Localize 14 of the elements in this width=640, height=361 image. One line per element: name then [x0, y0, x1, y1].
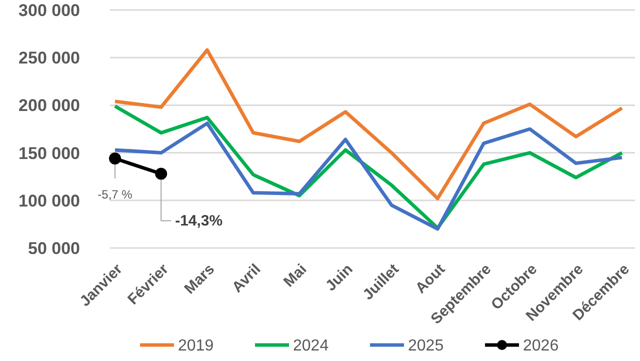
x-tick-label: Juin	[322, 260, 356, 295]
legend-label: 2019	[178, 338, 214, 355]
annotation: -14,3%	[175, 212, 223, 230]
y-tick-label: 250 000	[18, 48, 80, 68]
annotation: -5,7 %	[98, 188, 133, 202]
legend-label: 2025	[408, 338, 444, 355]
y-tick-label: 50 000	[28, 238, 80, 258]
y-tick-label: 300 000	[18, 0, 80, 20]
x-tick-label: Mai	[280, 260, 310, 291]
y-tick-label: 150 000	[18, 144, 80, 163]
y-tick-label: 200 000	[18, 96, 80, 116]
y-tick-label: 100 000	[18, 191, 80, 210]
legend-label: 2024	[293, 338, 329, 355]
legend-label: 2026	[523, 338, 559, 355]
